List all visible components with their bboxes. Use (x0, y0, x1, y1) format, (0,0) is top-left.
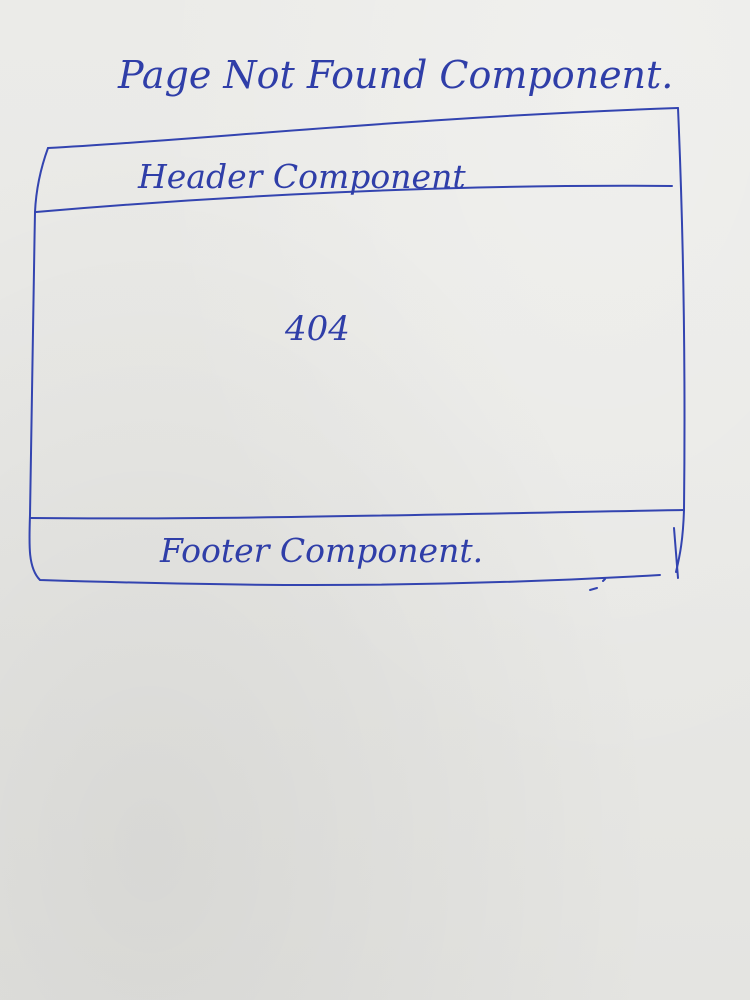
main-content-section: 404 (284, 309, 350, 349)
error-code-404: 404 (284, 309, 350, 349)
page-title: Page Not Found Component. (117, 53, 673, 97)
header-component-label: Header Component (137, 157, 466, 196)
footer-section: Footer Component. (29, 509, 685, 570)
footer-divider (29, 509, 685, 520)
header-divider (35, 184, 673, 213)
footer-component-label: Footer Component. (159, 531, 483, 570)
page-frame (28, 107, 686, 591)
header-section: Header Component (35, 157, 673, 213)
